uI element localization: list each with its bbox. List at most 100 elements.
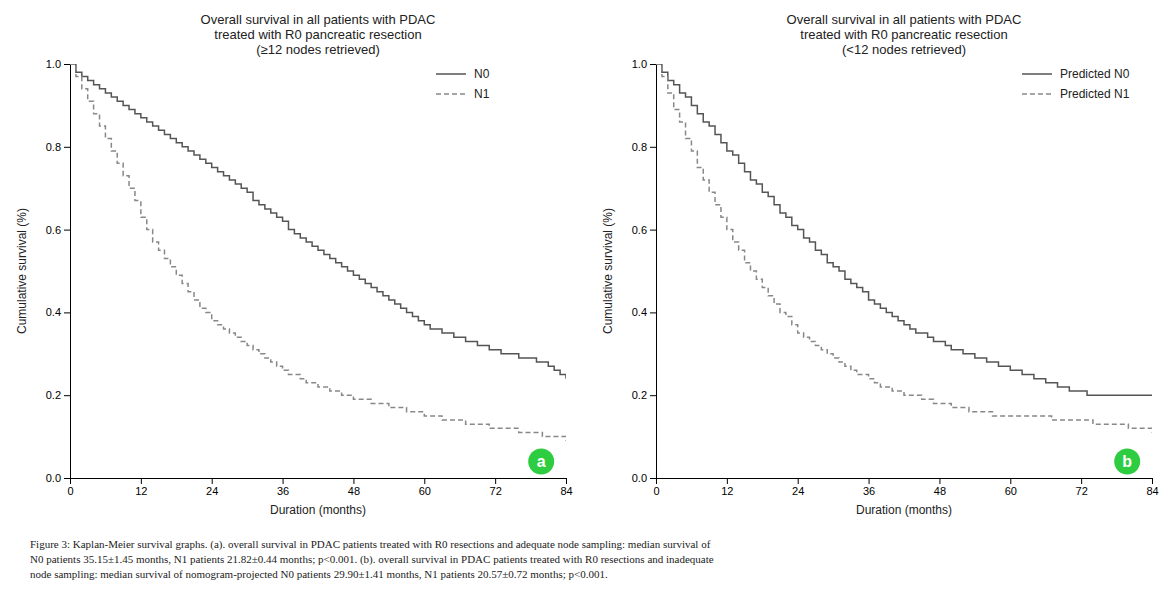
y-axis-line (650, 65, 657, 479)
legend-label: Predicted N1 (1060, 87, 1130, 101)
title-line: (<12 nodes retrieved) (842, 42, 966, 57)
tick-label: 1.0 (632, 58, 647, 70)
tick-mark (939, 478, 940, 484)
tick-label: 1.0 (46, 58, 61, 70)
y-axis: 0.0 0.2 0.4 0.6 0.8 1.0 (46, 58, 71, 484)
legend-item: Predicted N1 (1022, 87, 1130, 101)
badge-circle (528, 448, 554, 474)
legend-item: Predicted N0 (1022, 67, 1130, 81)
y-axis-tick: 0.6 (632, 224, 656, 236)
x-axis-tick: 24 (206, 478, 218, 497)
title: Overall survival in all patients with PD… (201, 12, 436, 57)
tick-mark (650, 230, 656, 231)
legend-swatch (436, 93, 466, 95)
chart-root: 0 12 24 36 48 60 72 84 0.0 0.2 0.4 0.6 0.8 1.0 Overall… (0, 0, 1172, 606)
y-axis-title: Cumulative survival (%) (15, 208, 29, 334)
x-axis-tick: 48 (348, 478, 360, 497)
caption-line: node sampling: median survival of nomogr… (30, 568, 608, 580)
tick-mark (650, 64, 656, 65)
tick-mark (650, 478, 656, 479)
tick-label: 24 (206, 485, 218, 497)
y-axis-tick: 0.8 (632, 141, 656, 153)
x-axis-tick: 24 (792, 478, 804, 497)
tick-mark (283, 478, 284, 484)
title-line: Overall survival in all patients with PD… (787, 12, 1022, 27)
tick-mark (424, 478, 425, 484)
title-line: treated with R0 pancreatic resection (800, 27, 1007, 42)
tick-label: 0.4 (46, 306, 61, 318)
legend-item: N1 (436, 87, 490, 101)
x-axis-line (71, 479, 567, 485)
panel: 0122436486072840.00.20.40.60.81.0Overall… (601, 12, 1159, 517)
tick-mark (650, 147, 656, 148)
tick-label: 0.0 (632, 472, 647, 484)
y-axis-title: Cumulative survival (%) (601, 208, 615, 334)
tick-mark (1081, 478, 1082, 484)
badge-label: b (1122, 453, 1132, 470)
y-axis-tick: 1.0 (632, 58, 656, 70)
tick-label: 0.6 (632, 224, 647, 236)
y-axis-tick: 0.4 (632, 306, 656, 318)
x-axis-tick: 72 (1076, 478, 1088, 497)
tick-mark (212, 478, 213, 484)
y-axis-line (64, 65, 71, 479)
x-axis-tick: 0 (653, 478, 659, 497)
x-axis-title: Duration (months) (856, 503, 952, 517)
tick-mark (64, 64, 70, 65)
x-axis-tick: 0 (67, 478, 73, 497)
tick-label: 24 (792, 485, 804, 497)
tick-mark (64, 147, 70, 148)
panel: 0 12 24 36 48 60 72 84 0.0 0.2 0.4 0.6 0.8 1.0 Overall… (15, 12, 573, 517)
badge-circle (1114, 448, 1140, 474)
panel-badge: b (1114, 448, 1140, 474)
x-axis-tick: 72 (490, 478, 502, 497)
tick-mark (727, 478, 728, 484)
survival-curve (656, 64, 1152, 432)
legend: N0N1 (436, 67, 490, 101)
y-axis-tick: 0.4 (46, 306, 70, 318)
x-axis-tick: 36 (277, 478, 289, 497)
legend: Predicted N0 Predicted N1 (1022, 67, 1130, 101)
tick-mark (495, 478, 496, 484)
badge-label: a (537, 453, 546, 470)
legend-label: Predicted N0 (1060, 67, 1130, 81)
survival-curve (70, 64, 566, 379)
y-axis-tick: 0.8 (46, 141, 70, 153)
legend-swatch (1022, 73, 1052, 75)
legend-swatch (436, 73, 466, 75)
tick-label: 12 (135, 485, 147, 497)
x-axis: 012243648607284 (653, 478, 1158, 497)
title-line: (≥12 nodes retrieved) (256, 42, 379, 57)
tick-mark (1010, 478, 1011, 484)
tick-label: 48 (348, 485, 360, 497)
y-axis: 0.0 0.2 0.4 0.6 0.8 1.0 (632, 58, 657, 484)
tick-mark (353, 478, 354, 484)
y-axis-tick: 0.2 (632, 389, 656, 401)
x-axis-title: Duration (months) (270, 503, 366, 517)
tick-mark (64, 230, 70, 231)
x-axis-tick: 84 (1146, 478, 1158, 497)
tick-label: 84 (560, 485, 572, 497)
tick-label: 0.2 (632, 389, 647, 401)
y-axis-tick: 0.0 (632, 472, 656, 484)
caption-line: N0 patients 35.15±1.45 months, N1 patien… (30, 553, 714, 566)
tick-label: 72 (1076, 485, 1088, 497)
tick-label: 0.6 (46, 224, 61, 236)
tick-label: 72 (490, 485, 502, 497)
legend-item: N0 (436, 67, 490, 81)
tick-mark (141, 478, 142, 484)
tick-label: 48 (934, 485, 946, 497)
tick-label: 12 (721, 485, 733, 497)
x-axis-tick: 36 (863, 478, 875, 497)
tick-label: 60 (419, 485, 431, 497)
tick-label: 84 (1146, 485, 1158, 497)
y-axis-tick: 0.2 (46, 389, 70, 401)
title-line: treated with R0 pancreatic resection (214, 27, 421, 42)
x-axis-tick: 48 (934, 478, 946, 497)
x-axis-line (657, 479, 1153, 485)
tick-mark (64, 395, 70, 396)
y-axis-tick: 0.0 (46, 472, 70, 484)
tick-label: 0.8 (46, 141, 61, 153)
legend-label: N0 (474, 67, 490, 81)
title: Overall survival in all patients with PD… (787, 12, 1022, 57)
